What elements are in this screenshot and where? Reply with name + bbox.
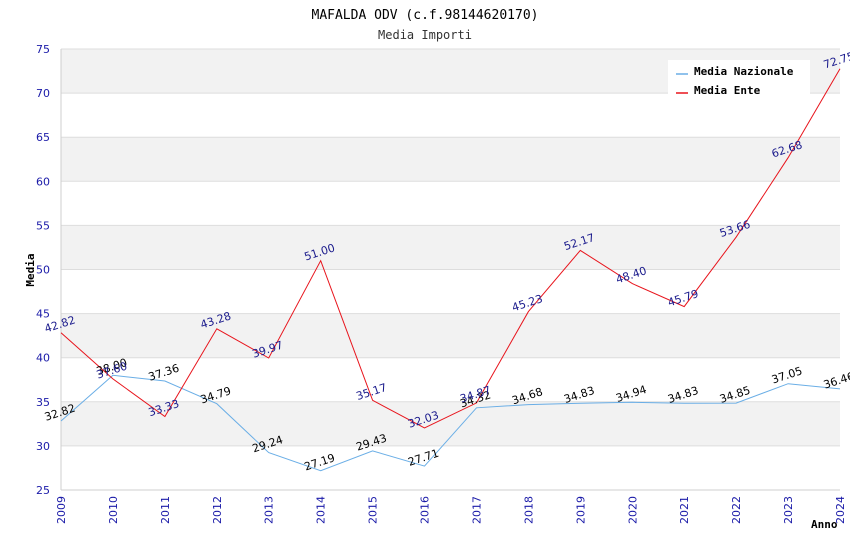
- x-tick-label: 2021: [678, 496, 691, 524]
- chart-subtitle: Media Importi: [378, 28, 472, 42]
- y-tick-label: 25: [36, 484, 50, 497]
- x-tick-label: 2011: [159, 496, 172, 524]
- y-tick-label: 55: [36, 219, 50, 232]
- y-tick-label: 70: [36, 87, 50, 100]
- x-tick-label: 2009: [55, 496, 68, 524]
- axes: [60, 49, 840, 491]
- x-tick-label: 2016: [419, 496, 432, 524]
- x-tick-label: 2024: [834, 496, 847, 524]
- series-lines: [60, 68, 841, 472]
- y-axis-label: Media: [24, 253, 37, 286]
- legend: Media Nazionale Media Ente: [668, 60, 810, 97]
- y-tick-label: 40: [36, 352, 50, 365]
- chart-title: MAFALDA ODV (c.f.98144620170): [312, 8, 539, 23]
- y-tick-label: 50: [36, 264, 50, 277]
- x-axis-ticks: 2009 2010 2011 2012 2013 2014 2015 2016 2017 2018…: [55, 496, 847, 524]
- legend-box: [668, 60, 810, 96]
- x-tick-label: 2018: [522, 496, 535, 524]
- x-tick-label: 2022: [730, 496, 743, 524]
- grid-band: [61, 225, 840, 270]
- grid-band: [61, 137, 840, 182]
- data-label: 45.23: [510, 292, 544, 314]
- grid-band: [61, 313, 840, 358]
- series-line-media-ente: [60, 68, 841, 429]
- y-tick-label: 30: [36, 440, 50, 453]
- x-tick-label: 2015: [367, 496, 380, 524]
- grid-band: [61, 401, 840, 446]
- plot-bands: [61, 49, 840, 446]
- x-tick-label: 2014: [315, 496, 328, 524]
- y-tick-label: 35: [36, 396, 50, 409]
- x-axis-label: Anno: [811, 518, 838, 531]
- data-label: 35.17: [355, 381, 389, 403]
- y-tick-label: 75: [36, 43, 50, 56]
- x-tick-label: 2010: [107, 496, 120, 524]
- legend-label-media-nazionale: Media Nazionale: [694, 65, 794, 78]
- x-tick-label: 2013: [263, 496, 276, 524]
- x-tick-label: 2017: [470, 496, 483, 524]
- data-label: 36.46: [822, 370, 850, 392]
- y-tick-label: 45: [36, 308, 50, 321]
- y-tick-label: 65: [36, 131, 50, 144]
- x-tick-label: 2012: [211, 496, 224, 524]
- y-tick-label: 60: [36, 175, 50, 188]
- x-tick-label: 2019: [574, 496, 587, 524]
- y-axis-ticks: 25 30 35 40 45 50 55 60 65 70 75: [36, 43, 50, 497]
- data-label: 37.05: [770, 364, 804, 386]
- grid-lines: [61, 48, 840, 491]
- x-tick-label: 2023: [782, 496, 795, 524]
- legend-label-media-ente: Media Ente: [694, 84, 761, 97]
- x-tick-label: 2020: [626, 496, 639, 524]
- series-line-media-nazionale: [60, 374, 841, 472]
